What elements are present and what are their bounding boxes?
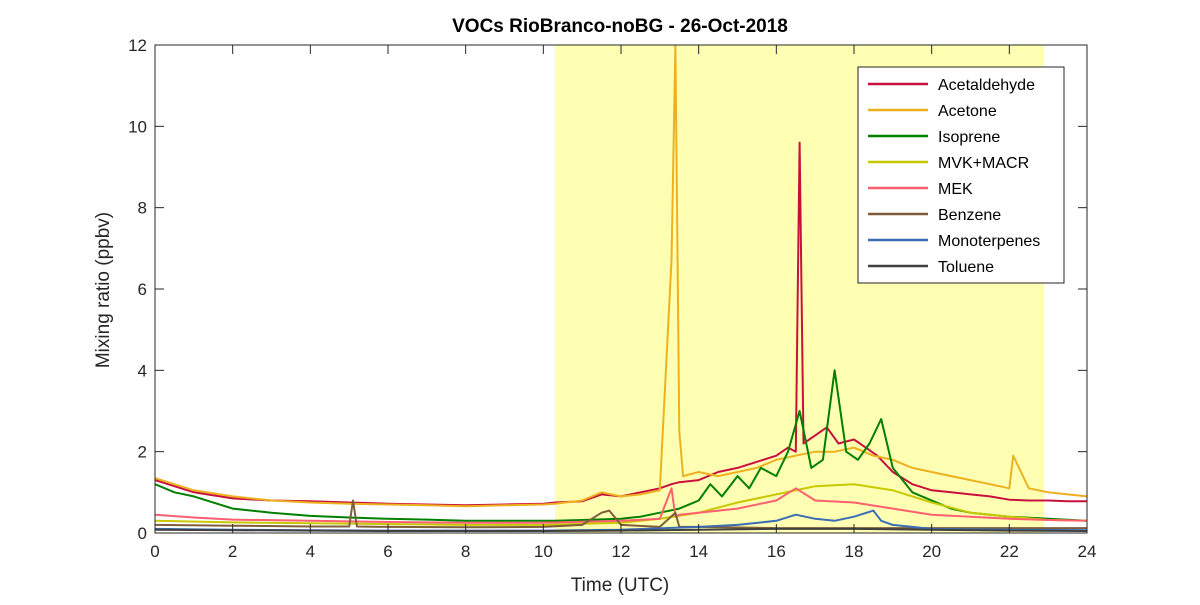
y-tick-label: 4 <box>138 361 147 380</box>
x-tick-label: 18 <box>845 542 864 561</box>
legend-box <box>857 66 1065 284</box>
series-line-isoprene <box>155 369 1087 522</box>
x-tick-label: 8 <box>461 542 470 561</box>
legend-label-mvk-macr: MVK+MACR <box>938 155 1029 172</box>
y-tick-label: 8 <box>138 199 147 218</box>
x-tick-label: 24 <box>1078 542 1097 561</box>
x-tick-label: 16 <box>767 542 786 561</box>
x-tick-label: 12 <box>612 542 631 561</box>
series-line-mek <box>155 487 1087 524</box>
legend-label-monoterpenes: Monoterpenes <box>938 233 1040 250</box>
y-tick-label: 0 <box>138 524 147 543</box>
legend-label-acetaldehyde: Acetaldehyde <box>938 77 1035 94</box>
legend-label-benzene: Benzene <box>938 207 1001 224</box>
x-tick-label: 2 <box>228 542 237 561</box>
x-tick-label: 22 <box>1000 542 1019 561</box>
y-tick-label: 10 <box>128 117 147 136</box>
x-tick-label: 10 <box>534 542 553 561</box>
plot-area: 0 2 4 6 8 10 12 14 16 18 20 22 24024681012Acetaldehy… <box>128 36 1096 561</box>
x-tick-label: 0 <box>150 542 159 561</box>
x-tick-label: 6 <box>383 542 392 561</box>
y-tick-label: 12 <box>128 36 147 55</box>
legend-label-mek: MEK <box>938 181 973 198</box>
legend-label-isoprene: Isoprene <box>938 129 1000 146</box>
y-tick-label: 2 <box>138 443 147 462</box>
legend-label-toluene: Toluene <box>938 259 994 276</box>
x-axis-label: Time (UTC) <box>571 575 670 596</box>
x-tick-label: 20 <box>922 542 941 561</box>
series-line-acetone <box>155 45 1087 508</box>
x-tick-label: 14 <box>689 542 708 561</box>
chart-title: VOCs RioBranco-noBG - 26-Oct-2018 <box>452 16 788 37</box>
y-axis-label: Mixing ratio (ppbv) <box>93 212 114 368</box>
legend-label-acetone: Acetone <box>938 103 997 120</box>
x-tick-label: 4 <box>306 542 315 561</box>
y-tick-label: 6 <box>138 280 147 299</box>
